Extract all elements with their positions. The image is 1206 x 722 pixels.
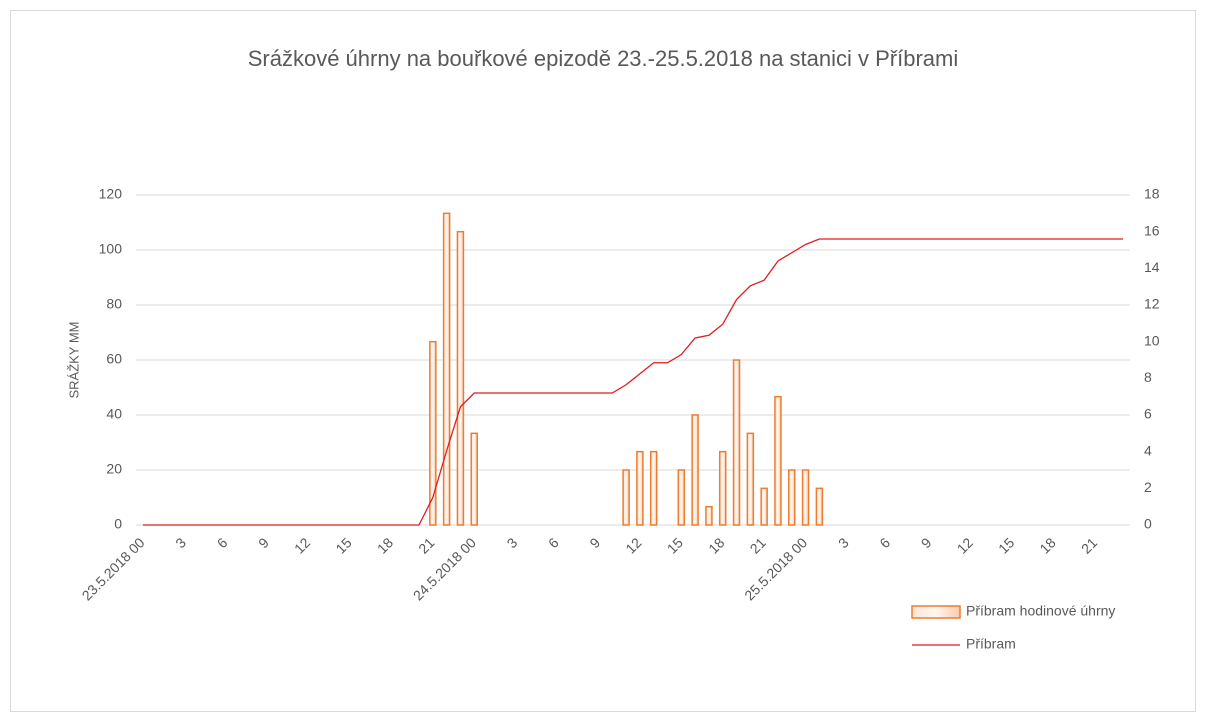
bar <box>760 487 768 526</box>
y2-tick-label: 10 <box>1144 332 1160 348</box>
bar <box>470 432 478 526</box>
bar <box>691 414 699 526</box>
bar <box>801 469 810 526</box>
y2-tick-label: 2 <box>1144 479 1152 495</box>
line <box>142 238 1124 526</box>
chart-title: Srážkové úhrny na bouřkové epizodě 23.-2… <box>248 46 959 71</box>
bar <box>705 505 713 526</box>
y-tick-label: 100 <box>99 241 123 257</box>
legend-swatch <box>911 605 961 619</box>
y-axis-label: SRÁŽKY MM <box>66 321 81 398</box>
bar <box>429 340 437 526</box>
bar <box>677 469 686 526</box>
bar <box>718 450 727 526</box>
bar <box>456 230 465 526</box>
y2-tick-label: 8 <box>1144 369 1152 385</box>
bar <box>746 432 755 526</box>
y2-tick-label: 16 <box>1144 222 1160 238</box>
bar <box>774 395 782 526</box>
y2-tick-label: 0 <box>1144 516 1152 532</box>
y-tick-label: 20 <box>106 461 122 477</box>
y2-tick-label: 4 <box>1144 442 1152 458</box>
y2-tick-label: 18 <box>1144 186 1160 202</box>
bar <box>788 469 796 526</box>
bar <box>732 359 741 526</box>
y2-tick-label: 12 <box>1144 296 1160 312</box>
y2-tick-label: 6 <box>1144 406 1152 422</box>
bar <box>649 450 658 526</box>
bar <box>636 450 644 526</box>
bar <box>622 469 630 526</box>
y2-tick-label: 14 <box>1144 259 1160 275</box>
y-tick-label: 60 <box>106 351 122 367</box>
legend-label: Příbram <box>966 636 1016 652</box>
bar <box>442 212 451 526</box>
bar <box>815 487 824 526</box>
y-tick-label: 80 <box>106 296 122 312</box>
y-tick-label: 0 <box>114 516 122 532</box>
y-tick-label: 120 <box>99 186 123 202</box>
y-tick-label: 40 <box>106 406 122 422</box>
legend-label: Příbram hodinové úhrny <box>966 603 1115 619</box>
chart-border <box>10 10 1196 712</box>
